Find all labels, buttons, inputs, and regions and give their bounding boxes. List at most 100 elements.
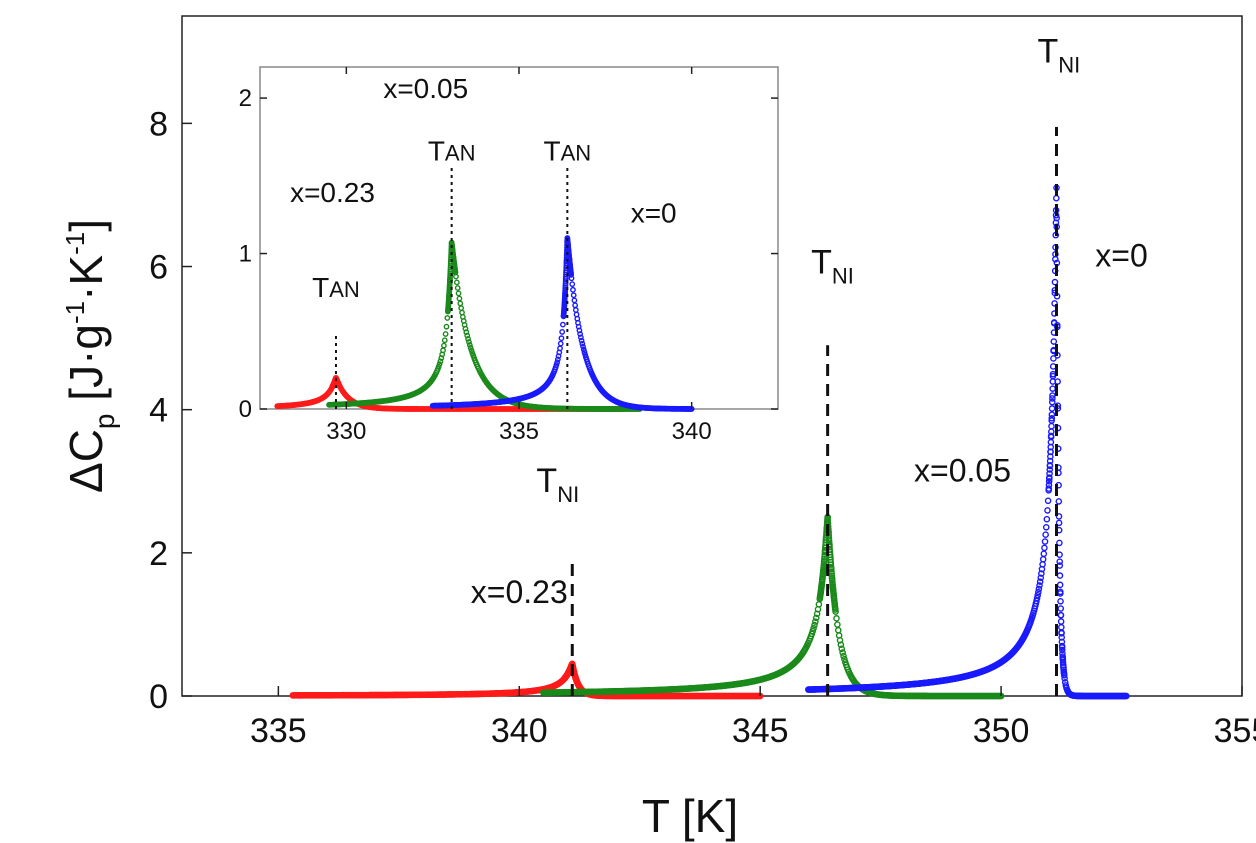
main-point bbox=[1060, 671, 1068, 679]
main-series-annotation: x=0 bbox=[1095, 238, 1147, 274]
main-y-tick-label: 2 bbox=[149, 535, 168, 573]
inset-point bbox=[568, 271, 575, 278]
main-point bbox=[1056, 539, 1063, 547]
inset-point bbox=[464, 332, 471, 339]
main-point bbox=[1048, 411, 1056, 418]
inset-x-tick-label: 340 bbox=[672, 418, 712, 445]
inset-transition-label: TAN bbox=[312, 272, 360, 303]
inset-y-tick-label: 2 bbox=[239, 85, 252, 112]
main-point bbox=[838, 645, 846, 653]
main-point bbox=[1049, 395, 1056, 402]
inset-vline-layer: TAN TAN TAN bbox=[312, 135, 591, 409]
main-transition-label: TNI bbox=[536, 462, 579, 507]
inset-point bbox=[559, 321, 566, 328]
inset-point bbox=[558, 335, 565, 342]
main-point bbox=[1046, 474, 1053, 481]
main-point bbox=[834, 621, 841, 628]
main-point bbox=[1045, 478, 1053, 485]
inset-point bbox=[553, 361, 560, 368]
main-point bbox=[1041, 544, 1048, 552]
inset-point bbox=[467, 344, 474, 351]
main-point bbox=[1048, 422, 1055, 430]
main-point bbox=[1046, 462, 1054, 469]
main-point bbox=[1058, 623, 1065, 631]
inset-x-tick-label: 330 bbox=[326, 418, 366, 445]
main-point bbox=[1057, 597, 1064, 605]
main-point bbox=[1039, 555, 1047, 563]
main-point bbox=[841, 655, 848, 663]
inset-point bbox=[455, 290, 462, 297]
inset-point bbox=[463, 329, 470, 336]
main-point bbox=[1042, 531, 1049, 539]
inset-annotation-layer: x=0.23 x=0.05 x=0 bbox=[290, 73, 677, 228]
inset-point bbox=[557, 340, 564, 347]
inset-point bbox=[336, 383, 343, 390]
main-point bbox=[1051, 278, 1059, 286]
inset-point bbox=[578, 337, 585, 344]
inset-y-tick-label: 0 bbox=[239, 396, 252, 423]
main-point bbox=[1051, 300, 1058, 307]
main-point bbox=[809, 627, 817, 635]
main-point bbox=[832, 606, 839, 613]
inset-point bbox=[576, 327, 583, 334]
inset-x-tick-label: 335 bbox=[499, 418, 539, 445]
main-y-tick-label: 0 bbox=[149, 678, 168, 716]
inset-point bbox=[577, 331, 584, 337]
inset-point bbox=[559, 329, 566, 335]
main-point bbox=[1046, 466, 1054, 473]
main-point bbox=[1043, 515, 1051, 523]
inset-point bbox=[442, 331, 449, 337]
main-point bbox=[1035, 588, 1042, 596]
main-point bbox=[1049, 385, 1056, 392]
main-point bbox=[1046, 457, 1054, 465]
main-point bbox=[1048, 405, 1056, 412]
x-axis-title: T [K] bbox=[642, 790, 738, 842]
inset-series-layer bbox=[274, 235, 695, 412]
main-point bbox=[1056, 572, 1064, 579]
main-transition-label: TNI bbox=[811, 244, 854, 289]
main-point bbox=[1046, 470, 1053, 477]
inset-point bbox=[444, 315, 451, 321]
main-point bbox=[1040, 550, 1048, 558]
main-point bbox=[1048, 398, 1056, 406]
main-point bbox=[1044, 497, 1052, 505]
main-point bbox=[1036, 582, 1043, 589]
main-point bbox=[810, 624, 817, 632]
main-point bbox=[812, 618, 819, 625]
main-point bbox=[1042, 523, 1050, 531]
main-point bbox=[834, 626, 842, 634]
inset-y-tick-label: 1 bbox=[239, 241, 252, 268]
main-point bbox=[1057, 618, 1065, 625]
inset-point bbox=[570, 292, 577, 299]
main-y-tick-label: 4 bbox=[149, 392, 168, 430]
inset-point bbox=[454, 285, 461, 291]
main-x-tick-label: 340 bbox=[491, 712, 548, 750]
inset-point bbox=[466, 342, 473, 348]
main-point bbox=[811, 621, 818, 629]
inset-chart: TAN TAN TAN 330 335 340 0 1 2 x=0.23 x=0.05 x=0 bbox=[239, 66, 779, 445]
main-annotation-layer: x=0.23 x=0.05 x=0 bbox=[471, 238, 1148, 610]
main-transition-label: TNI bbox=[1038, 33, 1081, 78]
main-point bbox=[824, 516, 832, 524]
y-axis-title-text: ΔCp [J·g-1·K-1] bbox=[60, 219, 120, 493]
inset-point bbox=[468, 347, 475, 354]
main-series-annotation: x=0.23 bbox=[471, 574, 568, 610]
main-point bbox=[1058, 638, 1066, 646]
main-point bbox=[1058, 642, 1066, 650]
main-tick-layer: 335 340 345 350 355 0 2 4 6 8 bbox=[149, 105, 1256, 750]
main-point bbox=[1057, 611, 1065, 619]
main-series-annotation: x=0.05 bbox=[914, 452, 1011, 488]
inset-point bbox=[440, 342, 447, 349]
inset-point bbox=[436, 361, 443, 367]
inset-transition-label: TAN bbox=[428, 135, 476, 166]
main-point bbox=[1050, 338, 1058, 345]
main-point bbox=[1123, 692, 1130, 700]
main-point bbox=[1037, 574, 1045, 582]
inset-point bbox=[554, 359, 561, 366]
inset-point bbox=[437, 358, 444, 365]
main-point bbox=[1055, 519, 1063, 527]
main-point bbox=[1056, 581, 1064, 589]
main-point bbox=[1057, 605, 1065, 612]
inset-point bbox=[580, 346, 587, 353]
